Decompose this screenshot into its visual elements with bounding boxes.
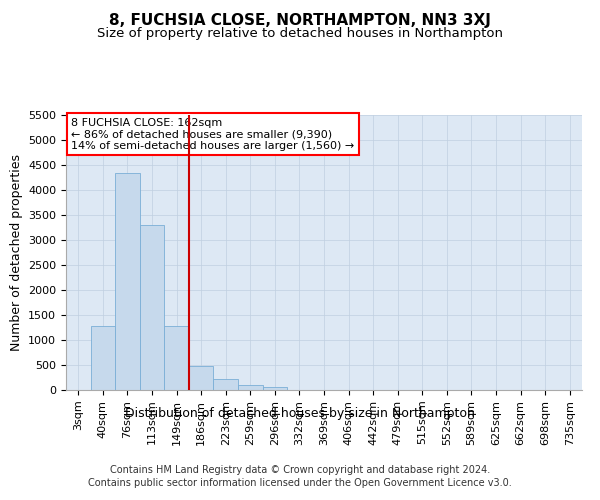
Text: 8, FUCHSIA CLOSE, NORTHAMPTON, NN3 3XJ: 8, FUCHSIA CLOSE, NORTHAMPTON, NN3 3XJ [109, 12, 491, 28]
Y-axis label: Number of detached properties: Number of detached properties [10, 154, 23, 351]
Bar [189, 366, 214, 390]
Bar [140, 225, 164, 390]
Text: Contains public sector information licensed under the Open Government Licence v3: Contains public sector information licen… [88, 478, 512, 488]
Bar [214, 378, 238, 390]
Text: Distribution of detached houses by size in Northampton: Distribution of detached houses by size … [125, 408, 475, 420]
Bar [164, 326, 189, 390]
Text: 8 FUCHSIA CLOSE: 162sqm
← 86% of detached houses are smaller (9,390)
14% of semi: 8 FUCHSIA CLOSE: 162sqm ← 86% of detache… [71, 118, 355, 151]
Bar [263, 387, 287, 390]
Bar [238, 385, 263, 390]
Text: Contains HM Land Registry data © Crown copyright and database right 2024.: Contains HM Land Registry data © Crown c… [110, 465, 490, 475]
Bar [115, 172, 140, 390]
Bar [91, 326, 115, 390]
Text: Size of property relative to detached houses in Northampton: Size of property relative to detached ho… [97, 28, 503, 40]
